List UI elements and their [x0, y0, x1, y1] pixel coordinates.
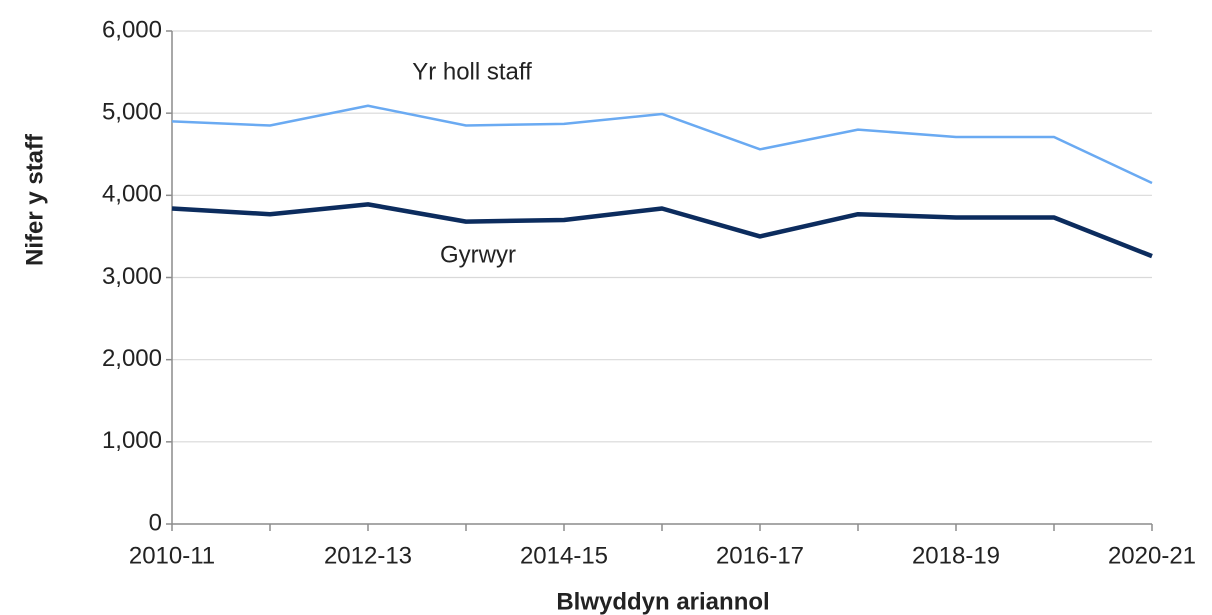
y-tick-label: 4,000	[102, 181, 162, 208]
y-axis-title: Nifer y staff	[21, 133, 48, 266]
x-tick-label: 2014-15	[520, 542, 608, 569]
series-label: Yr holl staff	[412, 58, 532, 85]
x-tick-label: 2018-19	[912, 542, 1000, 569]
x-tick-label: 2016-17	[716, 542, 804, 569]
x-axis-title: Blwyddyn ariannol	[556, 588, 769, 615]
line-series	[171, 104, 1153, 185]
x-tick-label: 2020-21	[1108, 542, 1196, 569]
x-tick-label: 2012-13	[324, 542, 412, 569]
y-tick-label: 1,000	[102, 427, 162, 454]
y-tick-label: 3,000	[102, 263, 162, 290]
x-tick-label: 2010-11	[129, 542, 215, 569]
y-tick-label: 0	[149, 509, 162, 536]
series-label: Gyrwyr	[440, 241, 516, 268]
line-series	[171, 202, 1153, 259]
y-tick-label: 5,000	[102, 99, 162, 126]
y-tick-label: 2,000	[102, 345, 162, 372]
y-tick-label: 6,000	[102, 16, 162, 43]
